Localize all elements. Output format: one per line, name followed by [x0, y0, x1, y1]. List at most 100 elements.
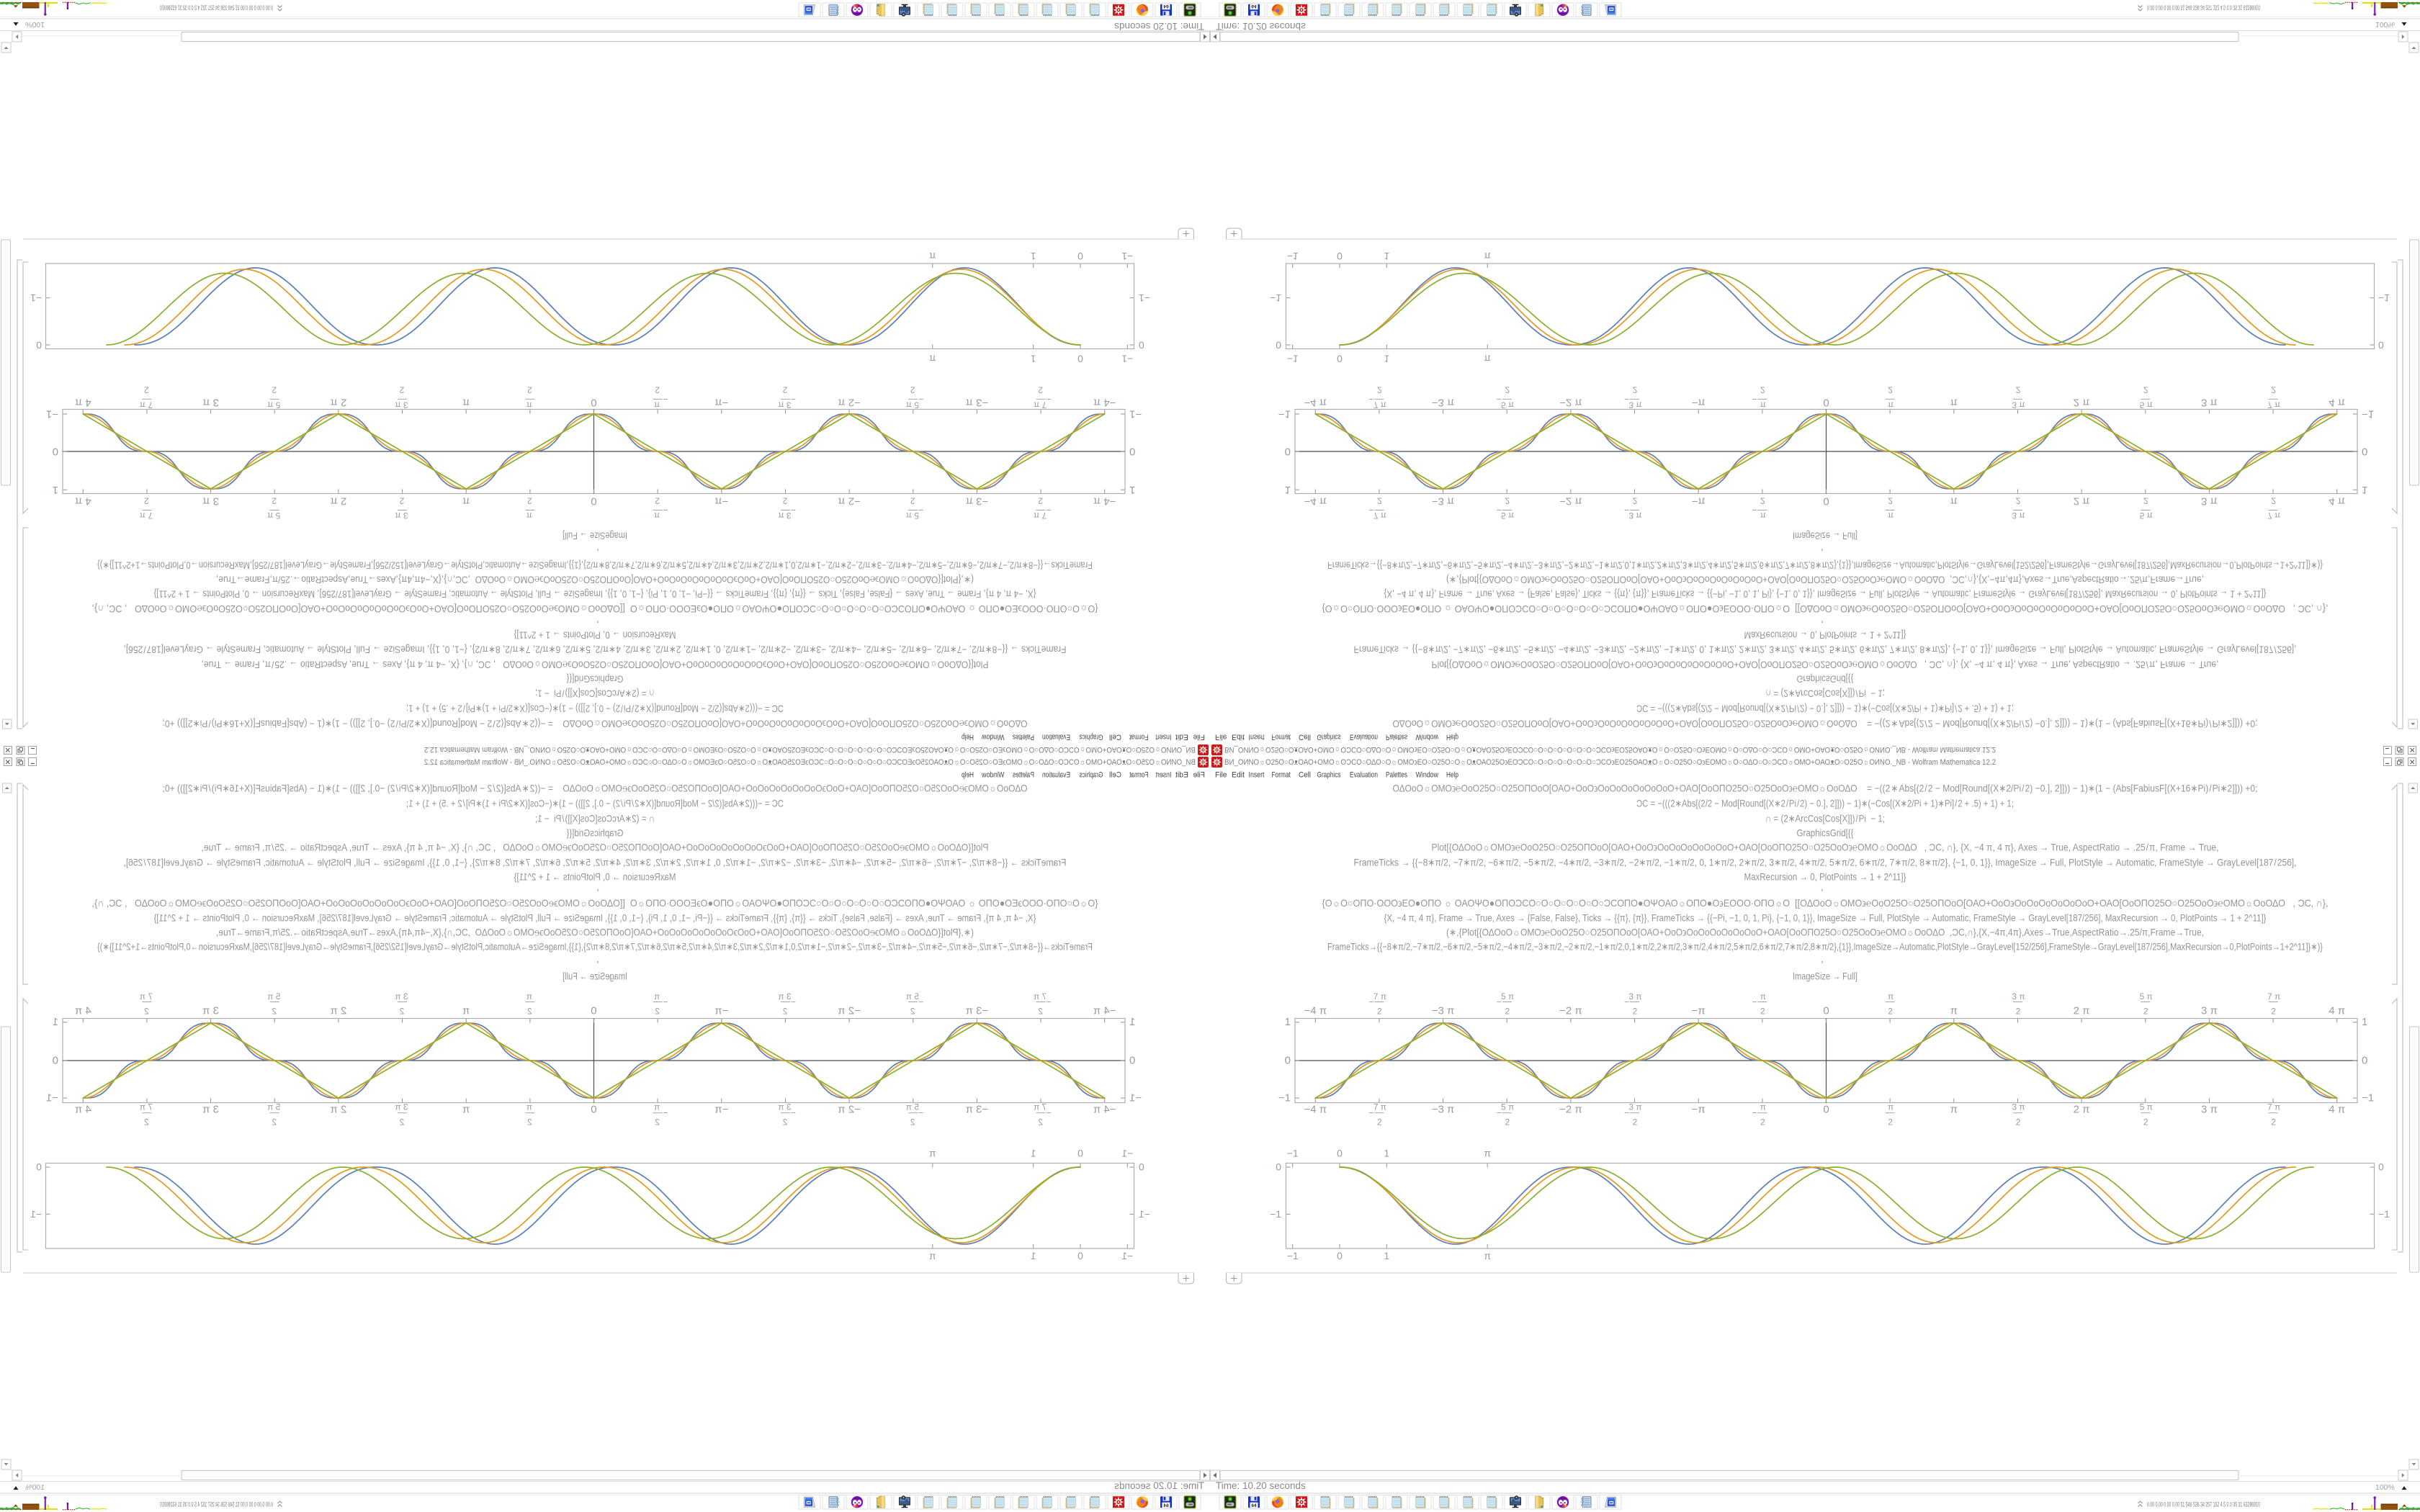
- svg-text:0.00 0.00 0.00 0.00 51 546 5: 0.00 0.00 0.00 0.00 51 546 536 34 257 15…: [2147, 1501, 2260, 1508]
- svg-text:−4 π: −4 π: [1093, 397, 1116, 409]
- svg-text:2: 2: [1888, 385, 1893, 395]
- svg-text:1: 1: [1031, 1250, 1036, 1261]
- svg-text:3 π: 3 π: [202, 1104, 219, 1116]
- svg-text:2: 2: [527, 496, 532, 506]
- svg-text:2: 2: [2143, 385, 2148, 395]
- svg-text:π: π: [462, 1005, 470, 1017]
- svg-text:−3 π: −3 π: [966, 495, 989, 508]
- svg-text:,: ,: [1821, 881, 1824, 893]
- svg-text:∩ = (2∗ArcCos[Cos[X]]) / Pi −: ∩ = (2∗ArcCos[Cos[X]]) / Pi − 1;: [535, 688, 655, 699]
- svg-text:π: π: [1950, 1005, 1958, 1017]
- svg-text:FrameTicks → {{−8∗π/2, −7∗π/2,: FrameTicks → {{−8∗π/2, −7∗π/2, −6∗π/2, −…: [1354, 857, 2297, 868]
- svg-text:−4 π: −4 π: [1093, 495, 1116, 508]
- svg-text:−3 π: −3 π: [1432, 1005, 1455, 1017]
- svg-text:−1: −1: [30, 292, 42, 304]
- svg-text:ImageSize → Full]: ImageSize → Full]: [563, 530, 627, 541]
- svg-text:3 π: 3 π: [395, 1102, 408, 1112]
- svg-text:,: ,: [596, 547, 599, 559]
- svg-text:1: 1: [1031, 251, 1036, 262]
- svg-text:−4 π: −4 π: [1304, 397, 1327, 409]
- svg-text:2 π: 2 π: [330, 495, 346, 508]
- svg-text:7 π: 7 π: [1034, 1102, 1047, 1112]
- svg-text:FrameTicks→{{−8∗π/2,−7∗π/2,−6∗: FrameTicks→{{−8∗π/2,−7∗π/2,−6∗π/2,−5∗π/2…: [1327, 559, 2323, 571]
- svg-text:64: 64: [1251, 4, 1257, 9]
- svg-text:0: 0: [591, 1005, 596, 1017]
- svg-text:−: −: [1497, 395, 1502, 405]
- svg-text:−π: −π: [1692, 1005, 1706, 1017]
- svg-text:2 π: 2 π: [2074, 495, 2090, 508]
- svg-text:0.00 0.00 0.00 0.00 51 546 5: 0.00 0.00 0.00 0.00 51 546 536 34 257 15…: [160, 4, 273, 12]
- svg-text:−π: −π: [714, 495, 728, 508]
- svg-text:7 π: 7 π: [2267, 510, 2280, 521]
- svg-text:Palettes: Palettes: [1013, 733, 1034, 742]
- svg-text:0: 0: [1337, 354, 1343, 365]
- svg-text:4 π: 4 π: [75, 1005, 91, 1017]
- svg-text:Edit: Edit: [1175, 733, 1188, 742]
- svg-text:3 π: 3 π: [778, 510, 791, 521]
- svg-text:Format: Format: [1272, 733, 1291, 742]
- svg-text:ΟΔΟοΟ☼ΟΜΟ϶℮ΟοΟ25Ο○Ο25ΟΠΟοΟ[ΟΑΟ: ΟΔΟοΟ☼ΟΜΟ϶℮ΟοΟ25Ο○Ο25ΟΠΟοΟ[ΟΑΟ+ΟοΟ϶ΟοΟοΟ…: [1393, 718, 2258, 729]
- svg-text:3 π: 3 π: [2012, 1102, 2025, 1112]
- svg-text:2: 2: [272, 496, 277, 506]
- svg-text:2: 2: [1377, 385, 1382, 395]
- svg-text:ƆϹ = −(((2∗Abs[(2/2 − Mod[Roun: ƆϹ = −(((2∗Abs[(2/2 − Mod[Round[(X∗2 / P…: [406, 798, 784, 809]
- svg-text:0: 0: [1077, 251, 1083, 262]
- svg-text:1: 1: [1384, 251, 1389, 262]
- svg-text:Time: 10.20 seconds: Time: 10.20 seconds: [1114, 21, 1204, 32]
- svg-text:(∗,{Plot[{ΟΔΟοΟ☼ΟΜΟ϶℮ΟοΟ25Ο○Ο2: (∗,{Plot[{ΟΔΟοΟ☼ΟΜΟ϶℮ΟοΟ25Ο○Ο25ΟΠΟοΟ[ΟΑΟ…: [1446, 927, 2204, 938]
- svg-text:−4 π: −4 π: [1093, 1005, 1116, 1017]
- svg-text:Palettes: Palettes: [1013, 771, 1034, 780]
- svg-text:−4 π: −4 π: [1304, 1005, 1327, 1017]
- svg-text:7 π: 7 π: [1034, 400, 1047, 410]
- svg-text:−1: −1: [46, 1092, 58, 1104]
- svg-text:−1: −1: [1139, 1208, 1150, 1220]
- svg-text:7 π: 7 π: [1373, 400, 1386, 410]
- svg-text:7 π: 7 π: [140, 510, 153, 521]
- svg-text:0: 0: [1077, 1148, 1083, 1159]
- svg-text:−: −: [1752, 395, 1757, 405]
- svg-text:ΟΔΟοΟ☼ΟΜΟ϶℮ΟοΟ25Ο○Ο25ΟΠΟοΟ[ΟΑΟ: ΟΔΟοΟ☼ΟΜΟ϶℮ΟοΟ25Ο○Ο25ΟΠΟοΟ[ΟΑΟ+ΟοΟ϶ΟοΟοΟ…: [163, 783, 1028, 794]
- svg-text:2: 2: [910, 385, 915, 395]
- svg-text:Plot[{ΟΔΟοΟ☼ΟΜΟ϶℮ΟοΟ25Ο○Ο25ΟΠΟ: Plot[{ΟΔΟοΟ☼ΟΜΟ϶℮ΟοΟ25Ο○Ο25ΟΠΟοΟ[ΟΑΟ+ΟοΟ…: [202, 842, 989, 853]
- svg-text:3 π: 3 π: [2012, 510, 2025, 521]
- svg-text:2: 2: [527, 385, 532, 395]
- svg-text:2: 2: [1505, 1117, 1510, 1128]
- svg-text:Help: Help: [962, 733, 974, 742]
- svg-text:π: π: [654, 510, 660, 521]
- svg-text:0: 0: [1276, 1161, 1281, 1173]
- svg-text:0: 0: [1823, 1104, 1829, 1116]
- svg-text:GraphicsGrid[{{: GraphicsGrid[{{: [566, 827, 623, 839]
- svg-text:7 π: 7 π: [1373, 510, 1386, 521]
- svg-text:{Ο☼Ο○ΟΠΟ·ΟΟΟ϶ΕΟ●ΟΠΟ ☼ ΟΑΟΨΟ●ΟΠ: {Ο☼Ο○ΟΠΟ·ΟΟΟ϶ΕΟ●ΟΠΟ ☼ ΟΑΟΨΟ●ΟΠΟƆϹΟ○Ο○Ο○Ο…: [1322, 897, 2329, 909]
- svg-text:3 π: 3 π: [395, 510, 408, 521]
- svg-text:Graphics: Graphics: [1079, 733, 1103, 742]
- svg-text:2 π: 2 π: [330, 1104, 346, 1116]
- svg-text:MaxRecursion → 0, PlotPoints →: MaxRecursion → 0, PlotPoints → 1 + 2^11]…: [514, 629, 676, 641]
- svg-text:2: 2: [2143, 496, 2148, 506]
- svg-text:Graphics: Graphics: [1317, 771, 1341, 780]
- svg-text:−: −: [1368, 997, 1373, 1007]
- svg-text:(∗,{Plot[{ΟΔΟοΟ☼ΟΜΟ϶℮ΟοΟ25Ο○Ο2: (∗,{Plot[{ΟΔΟοΟ☼ΟΜΟ϶℮ΟοΟ25Ο○Ο25ΟΠΟοΟ[ΟΑΟ…: [216, 927, 974, 938]
- svg-text:64: 64: [1163, 1503, 1169, 1508]
- svg-text:0: 0: [1337, 1250, 1343, 1261]
- svg-text:Window: Window: [1416, 771, 1439, 780]
- svg-text:−4 π: −4 π: [1304, 1104, 1327, 1116]
- svg-text:Graphics: Graphics: [1317, 733, 1341, 742]
- svg-text:π: π: [462, 1104, 470, 1116]
- svg-text:,: ,: [596, 881, 599, 893]
- svg-text:2: 2: [144, 1117, 149, 1128]
- svg-text:100%: 100%: [25, 1483, 45, 1492]
- svg-text:−: −: [1624, 1108, 1629, 1118]
- svg-text:Time: 10.20 seconds: Time: 10.20 seconds: [1216, 1480, 1306, 1491]
- svg-text:File: File: [1193, 733, 1206, 742]
- svg-text:3 π: 3 π: [2012, 991, 2025, 1002]
- svg-text:4 π: 4 π: [2329, 1005, 2345, 1017]
- svg-text:π: π: [462, 397, 470, 409]
- svg-text:0: 0: [1285, 1055, 1291, 1067]
- svg-text:−1: −1: [1287, 1250, 1299, 1261]
- svg-text:−π: −π: [714, 1005, 728, 1017]
- svg-text:0: 0: [1129, 1055, 1135, 1067]
- svg-text:7 π: 7 π: [140, 1102, 153, 1112]
- svg-text:ΟΔΟοΟ☼ΟΜΟ϶℮ΟοΟ25Ο○Ο25ΟΠΟοΟ[ΟΑΟ: ΟΔΟοΟ☼ΟΜΟ϶℮ΟοΟ25Ο○Ο25ΟΠΟοΟ[ΟΑΟ+ΟοΟ϶ΟοΟοΟ…: [163, 718, 1028, 729]
- svg-text:−3 π: −3 π: [966, 397, 989, 409]
